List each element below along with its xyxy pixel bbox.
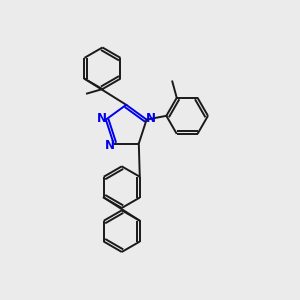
Text: N: N bbox=[97, 112, 107, 124]
Text: N: N bbox=[146, 112, 155, 124]
Text: N: N bbox=[105, 139, 115, 152]
